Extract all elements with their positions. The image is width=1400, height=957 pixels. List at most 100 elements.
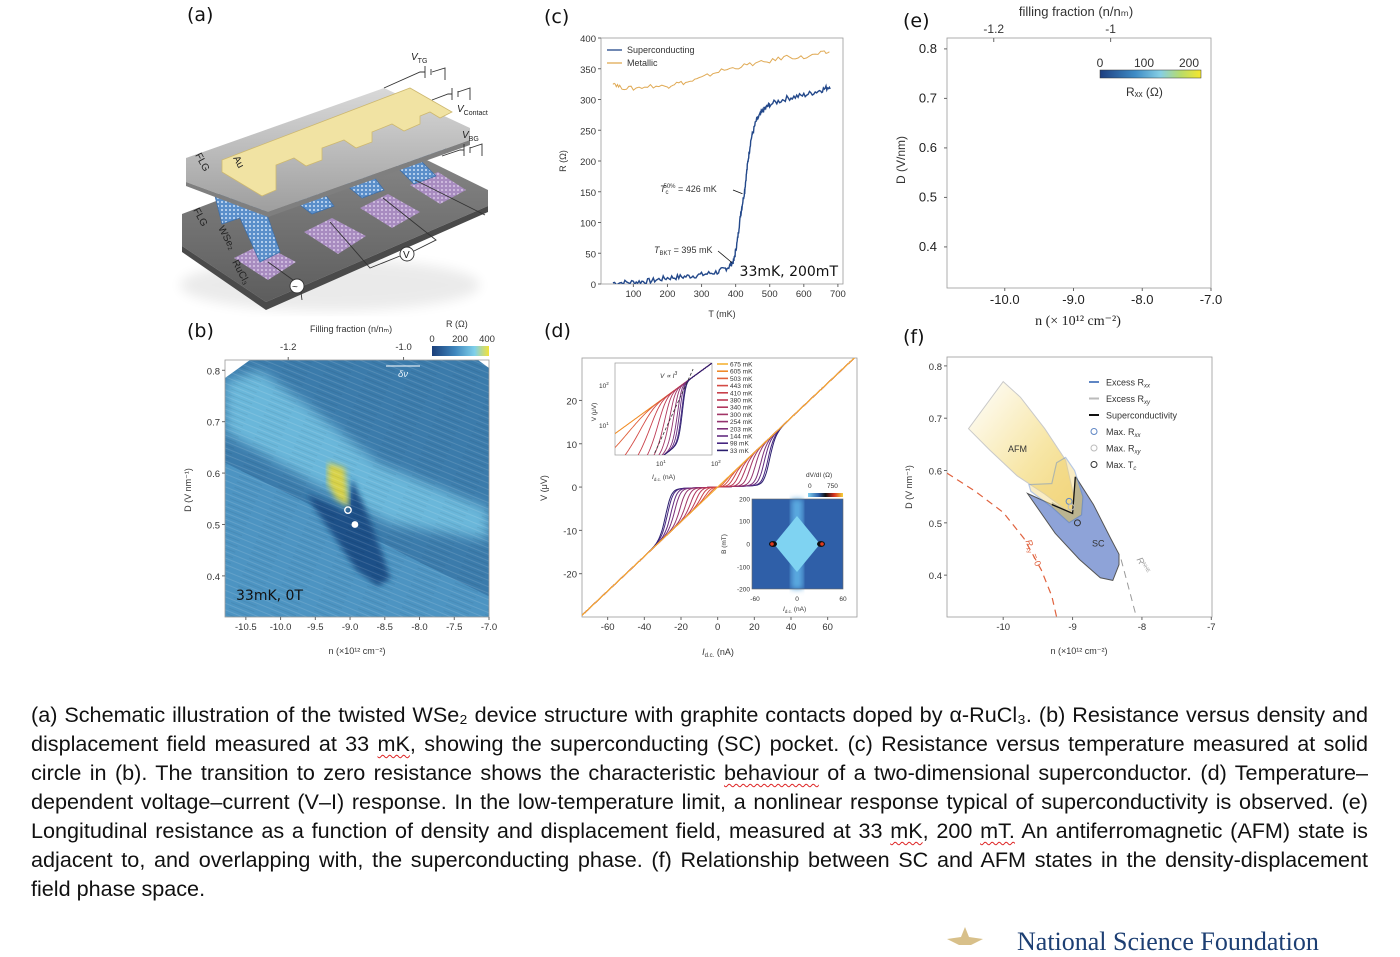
superconductivity-boundary (1051, 476, 1076, 515)
caption-spellcheck-word: mK (890, 818, 923, 843)
excess-rxx-contour (1028, 456, 1084, 524)
x-axis-label: T (mK) (708, 309, 735, 319)
y-tick-label: 0.7 (207, 418, 220, 429)
x-tick-label: -8.5 (377, 622, 393, 633)
panel-label-d: (d) (544, 320, 571, 342)
inset-y-axis-label: V (μV) (591, 403, 598, 422)
panel-label-c: (c) (544, 6, 569, 28)
plot-frame (224, 359, 490, 618)
au-comb-contact (221, 87, 453, 197)
y-tick-label: 0.7 (919, 90, 937, 105)
x-tick-label: -7.0 (1200, 292, 1222, 307)
x-axis-label: n (×10¹² cm⁻²) (328, 646, 385, 656)
inset-map-sc-region (774, 516, 820, 572)
legend-label: 380 mK (730, 398, 753, 405)
x-tick-label: -8 (1138, 622, 1146, 633)
inset-frame (614, 362, 713, 456)
overlap-region (1051, 477, 1083, 523)
figure-caption: (a) Schematic illustration of the twiste… (31, 700, 1368, 903)
y-tick-label: 400 (580, 34, 596, 45)
inset-x-tick-label: 101 (656, 459, 666, 468)
annotation-label: Tc50% = 426 mK (660, 184, 717, 196)
series-group (582, 358, 856, 616)
x-tick-label: -10 (996, 622, 1010, 633)
legend-label: 443 mK (730, 383, 753, 390)
colorbar-tick-label: 400 (479, 334, 495, 345)
legend-label: Metallic (627, 58, 658, 68)
y-tick-label: 0.7 (929, 414, 942, 425)
inset-colorbar-title: dV/dI (Ω) (806, 472, 832, 479)
y-tick-label: 350 (580, 65, 596, 76)
x-tick-label: -9 (1068, 622, 1076, 633)
caption-text: , showing the superconducting (SC) pocke… (31, 731, 1368, 785)
y-tick-label: 0.8 (207, 366, 220, 377)
legend-label: 503 mK (730, 376, 753, 383)
x-tick-label: -9.0 (342, 622, 358, 633)
y-tick-label: 0.6 (929, 467, 942, 478)
colorbar-tick-label: 0 (429, 334, 434, 345)
x-tick-label: -9.0 (1062, 292, 1084, 307)
panel-e-rxx-map: -10.0 -9.0 -8.0 -7.0 0.4 0.5 0.6 0.7 0.8 -1.2 -1 fi… (894, 4, 1222, 329)
inset-colorbar-tick: 0 (808, 483, 812, 490)
au-label: Au (230, 154, 245, 170)
x-tick-label: 20 (749, 622, 760, 633)
inset-map-y-tick-label: 0 (746, 542, 750, 549)
marker-max-rxy (1067, 503, 1075, 511)
colorbar-tick-label: 200 (452, 334, 468, 345)
y-tick-label: 150 (580, 188, 596, 199)
colorbar-title: R (Ω) (446, 319, 468, 329)
iv-curve-0 (582, 358, 856, 616)
panel-b-condition-label: 33mK, 0T (236, 588, 303, 604)
rxy-zero-line (947, 472, 1058, 617)
annotation-label: TBKT = 395 mK (654, 245, 712, 257)
inset-curve-12 (663, 363, 712, 455)
x-tick-label: 400 (728, 289, 744, 300)
x-tick-label: -7 (1207, 622, 1215, 633)
x-tick-label: -60 (601, 622, 615, 633)
inset-map-peak (820, 542, 824, 546)
y-axis-label: D (V nm⁻¹) (183, 468, 193, 512)
y-tick-label: 250 (580, 126, 596, 137)
x-tick-label: 100 (625, 289, 641, 300)
y-tick-label: 10 (566, 440, 577, 451)
legend-label: 410 mK (730, 390, 753, 397)
r-nhe-line (1120, 559, 1137, 617)
x-tick-label: -8.0 (1131, 292, 1153, 307)
legend-marker (1090, 461, 1098, 468)
legend-label: Excess Rxy (1106, 394, 1151, 406)
inset-x-tick-label: 102 (711, 459, 721, 468)
top-tick-label: -1 (1105, 22, 1116, 36)
inset-map-y-tick-label: -200 (737, 587, 750, 594)
legend-label: 98 mK (730, 441, 749, 448)
inset-map-x-tick-label: 0 (795, 596, 799, 603)
y-tick-label: 0.6 (919, 140, 937, 155)
device-schematic: V ~ VTG VContact VBG FLG FLG Au WSe₂ RuC… (180, 52, 488, 311)
v-tg-label: VTG (411, 52, 427, 65)
ac-source-icon (289, 278, 305, 294)
colorbar (432, 346, 489, 356)
legend-marker (1090, 444, 1098, 452)
x-tick-label: 0 (715, 622, 720, 633)
ac-source-label: ~ (292, 282, 298, 293)
x-tick-label: -10.0 (270, 622, 292, 633)
inset-map-x-axis-label: Id.c. (nA) (783, 606, 806, 614)
x-tick-label: 300 (694, 289, 710, 300)
map-blank-corner (225, 360, 250, 378)
colorbar-tick-label: 100 (1134, 56, 1154, 70)
x-tick-label: -8.0 (411, 622, 427, 633)
y-axis-label: D (V nm⁻¹) (904, 465, 914, 509)
annotation-arrow (717, 250, 733, 263)
x-axis-label: n (×10¹² cm⁻²) (1050, 646, 1107, 656)
caption-spellcheck-word: mT. (980, 818, 1015, 843)
legend-label: 300 mK (730, 412, 753, 419)
inset-map-y-tick-label: 200 (739, 497, 750, 504)
panel-label-f: (f) (903, 326, 925, 348)
y-tick-label: 20 (566, 396, 577, 407)
y-tick-label: 0.5 (929, 519, 942, 530)
legend-label: 605 mK (730, 369, 753, 376)
x-tick-label: -9.5 (307, 622, 323, 633)
voltmeter-icon (399, 246, 415, 262)
caption-spellcheck-word: mK (377, 731, 410, 756)
caption-text: , 200 (922, 818, 981, 843)
inset-map-x-tick-label: -60 (750, 596, 760, 603)
